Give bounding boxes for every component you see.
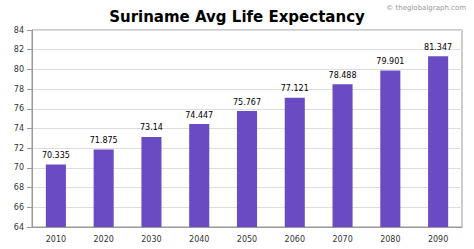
svg-text:79.901: 79.901 — [376, 57, 404, 66]
svg-text:2020: 2020 — [93, 235, 113, 244]
svg-text:2070: 2070 — [332, 235, 352, 244]
svg-text:80: 80 — [14, 65, 24, 74]
svg-text:68: 68 — [14, 183, 24, 192]
svg-text:84: 84 — [14, 26, 24, 35]
svg-text:Suriname Avg Life Expectancy: Suriname Avg Life Expectancy — [109, 8, 365, 26]
svg-text:75.767: 75.767 — [233, 98, 261, 107]
svg-text:2050: 2050 — [237, 235, 257, 244]
svg-text:72: 72 — [14, 144, 24, 153]
svg-text:2010: 2010 — [46, 235, 66, 244]
svg-text:76: 76 — [14, 104, 24, 113]
svg-text:2030: 2030 — [141, 235, 161, 244]
svg-text:2080: 2080 — [380, 235, 400, 244]
svg-text:74.447: 74.447 — [185, 111, 213, 120]
svg-text:2040: 2040 — [189, 235, 209, 244]
svg-text:82: 82 — [14, 45, 24, 54]
svg-text:81.347: 81.347 — [424, 43, 452, 52]
svg-text:2090: 2090 — [428, 235, 448, 244]
svg-text:74: 74 — [14, 124, 24, 133]
svg-text:78: 78 — [14, 85, 24, 94]
svg-text:70.335: 70.335 — [42, 151, 70, 160]
svg-text:77.121: 77.121 — [281, 84, 309, 93]
svg-text:71.875: 71.875 — [90, 136, 118, 145]
svg-text:66: 66 — [14, 203, 24, 212]
svg-text:2060: 2060 — [285, 235, 305, 244]
svg-text:70: 70 — [14, 163, 24, 172]
svg-text:© theglobalgraph.com: © theglobalgraph.com — [386, 4, 466, 12]
svg-text:73.14: 73.14 — [140, 123, 163, 132]
svg-text:64: 64 — [14, 223, 24, 232]
svg-text:78.488: 78.488 — [329, 71, 357, 80]
